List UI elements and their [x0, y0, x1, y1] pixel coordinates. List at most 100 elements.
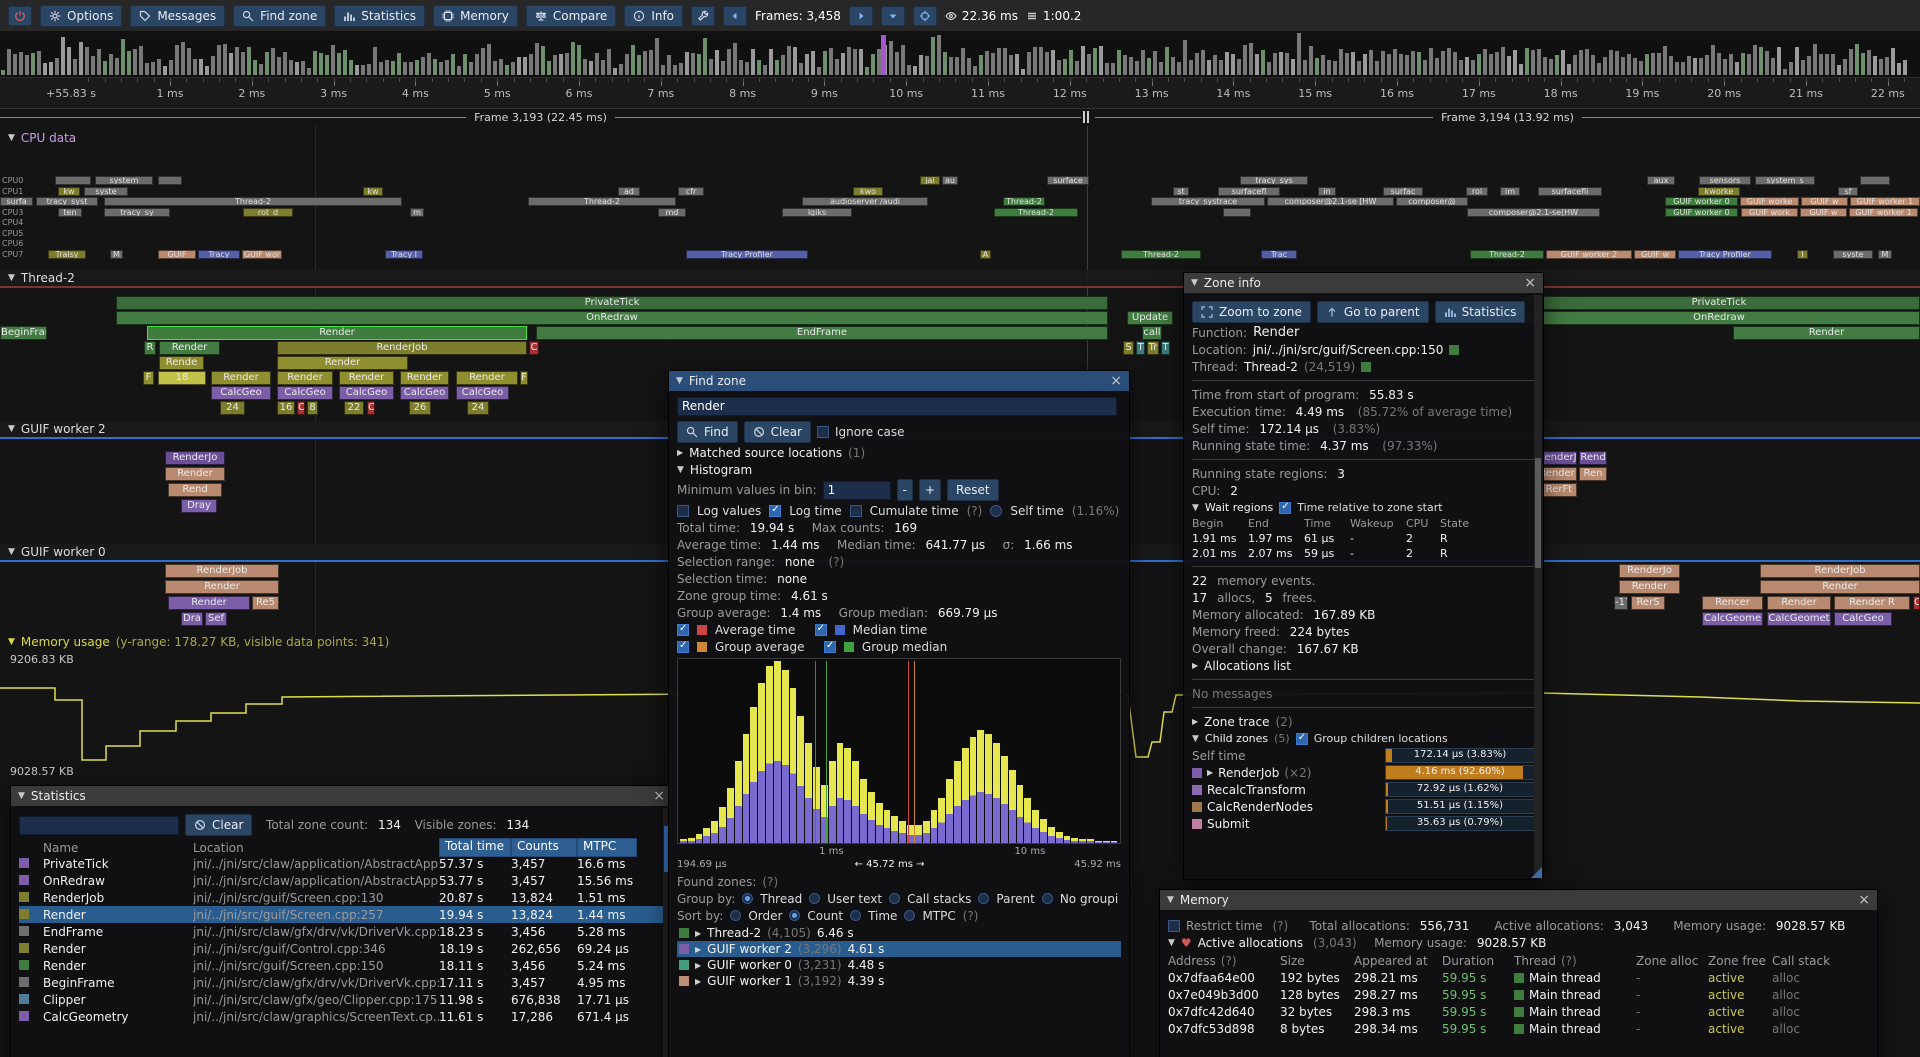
goto-frame-button[interactable] [912, 5, 937, 26]
group-by-parent[interactable] [978, 893, 990, 904]
sort-by-order[interactable] [730, 910, 742, 921]
timeline-zone[interactable]: T [1136, 341, 1145, 355]
table-row[interactable]: Render jni/../jni/src/guif/Screen.cpp:257… [19, 906, 664, 923]
child-zone-row[interactable]: RecalcTransform 72.92 µs (1.62%) [1192, 782, 1535, 797]
timeline-zone[interactable]: Render [1619, 580, 1680, 594]
cpu-zone[interactable] [55, 176, 91, 185]
memory-button[interactable]: Memory [433, 4, 518, 27]
cpu-zone[interactable]: Tracy I [385, 249, 423, 259]
cpu-zone[interactable] [1860, 176, 1890, 185]
cpu-zone[interactable]: Tracy Profiler [686, 249, 808, 259]
collapse-icon[interactable]: ▼ [1192, 502, 1199, 513]
expand-icon[interactable]: ▶ [1192, 661, 1199, 670]
expand-icon[interactable]: ▶ [695, 928, 702, 938]
timeline-zone[interactable]: Rencer [1702, 596, 1763, 610]
timeline-zone[interactable]: CalcGeomet [1767, 612, 1831, 626]
cpu-zone[interactable]: composer@2.1-se [HW [1267, 197, 1394, 206]
table-row[interactable]: PrivateTick jni/../jni/src/claw/applicati… [19, 855, 664, 872]
cpu-zone[interactable]: roi [1466, 186, 1488, 196]
child-zone-row[interactable]: Self time 172.14 µs (3.83%) [1192, 748, 1535, 763]
allocation-row[interactable]: 0x7dfc53d898 8 bytes 298.34 ms 59.95 s Main … [1168, 1020, 1869, 1037]
active-allocations-header[interactable]: ▼ ♥ Active allocations (3,043) Memory usag… [1168, 935, 1869, 950]
cpu-zone[interactable]: composer@ [1396, 197, 1468, 206]
cpu-zone[interactable]: audioserver /audi [802, 197, 928, 206]
timeline-zone[interactable]: 18 [158, 371, 206, 385]
collapse-icon[interactable]: ▼ [1192, 733, 1199, 744]
close-icon[interactable]: × [1110, 373, 1122, 389]
cpu-zone[interactable]: M [1878, 249, 1892, 259]
cpu-zone[interactable]: kwo [853, 186, 883, 196]
timeline-zone[interactable]: Render [277, 356, 408, 370]
cpu-zone[interactable]: GUIF w [1800, 207, 1847, 217]
timeline-zone[interactable]: Dra [181, 612, 203, 626]
frame-span[interactable]: Frame 3,194 (13.92 ms) [1095, 109, 1920, 125]
cpu-zone[interactable]: Trac [1261, 249, 1297, 259]
collapse-icon[interactable]: ▼ [8, 547, 15, 557]
timeline-zone[interactable]: CalcGeo [456, 386, 509, 400]
cpu-zone[interactable]: ad [618, 186, 640, 196]
statistics-button[interactable]: Statistics [1434, 301, 1526, 323]
info-button[interactable]: Info [624, 4, 684, 27]
increment-button[interactable]: + [918, 479, 942, 501]
cpu-zone[interactable]: GUIF worker 0 [1665, 197, 1738, 206]
child-zone-row[interactable]: ▶ RenderJob (×2) 4.16 ms (92.60%) [1192, 765, 1535, 780]
self-time-checkbox[interactable] [990, 504, 1003, 517]
cpu-zone[interactable]: Thread-2 [528, 197, 676, 206]
timeline-zone[interactable]: Render [1537, 467, 1577, 481]
timeline-zone[interactable]: EndFrame [536, 326, 1108, 340]
expand-icon[interactable]: ▶ [695, 976, 702, 986]
log-time-checkbox[interactable] [769, 504, 782, 517]
allocation-row[interactable]: 0x7dfaa64e00 192 bytes 298.21 ms 59.95 s Mai… [1168, 969, 1869, 986]
resize-grip[interactable] [1531, 867, 1542, 878]
timeline-zone[interactable]: RenderJob [1760, 564, 1920, 578]
timeline-zone[interactable]: Render [211, 371, 271, 385]
cpu-zone[interactable]: GUIF w [1801, 197, 1848, 206]
timeline-zone[interactable]: 16 [277, 401, 295, 415]
collapse-icon[interactable]: ▼ [1191, 278, 1198, 288]
clear-filter-button[interactable]: Clear [185, 814, 253, 836]
power-button[interactable] [8, 5, 32, 26]
sort-by-count[interactable] [789, 910, 801, 921]
group-by-user-text[interactable] [809, 893, 821, 904]
column-thread[interactable]: Thread (?) [1514, 954, 1636, 968]
tools-button[interactable] [691, 5, 716, 26]
cpu-zone[interactable]: GUIF worker 2 [1546, 249, 1632, 259]
cpu-zone[interactable]: surfa [0, 197, 33, 206]
timeline-zone[interactable]: Render [168, 596, 250, 610]
column-call-stack[interactable]: Call stack [1772, 954, 1869, 968]
collapse-icon[interactable]: ▼ [18, 791, 25, 801]
found-zone-group[interactable]: ▶ GUIF worker 0 (3,231) 4.48 s [677, 957, 1121, 973]
matched-source-locations[interactable]: ▶ Matched source locations (1) [677, 445, 1121, 460]
collapse-icon[interactable]: ▼ [8, 424, 15, 434]
scrollbar-thumb[interactable] [1535, 457, 1541, 568]
table-row[interactable]: BeginFrame jni/../jni/src/claw/gfx/drv/vk… [19, 974, 664, 991]
restrict-time-checkbox[interactable] [1168, 919, 1180, 932]
frame-time-graph[interactable] [0, 33, 1920, 78]
child-zones-header[interactable]: ▼ Child zones (5) Group children locations [1192, 731, 1535, 746]
timeline-zone[interactable]: C [1913, 596, 1920, 610]
group-by-no-groupi[interactable] [1041, 893, 1053, 904]
find-zone-search-input[interactable]: Render [677, 397, 1117, 416]
cpu-zone[interactable]: sf [1838, 186, 1858, 196]
group-median-checkbox[interactable] [823, 640, 836, 653]
cpu-zone[interactable]: GUIF wor [242, 249, 282, 259]
allocation-callstack[interactable]: alloc [1772, 970, 1800, 985]
collapse-icon[interactable]: ▼ [8, 133, 15, 143]
cpu-zone[interactable]: GUIF work [1741, 207, 1798, 217]
timeline-zone[interactable]: RerS [1631, 596, 1665, 610]
cumulate-time-checkbox[interactable] [849, 504, 862, 517]
cpu-zone[interactable]: Tracy [198, 249, 240, 259]
cpu-zone[interactable]: GUIF worke [1740, 197, 1799, 206]
histogram-plot[interactable] [677, 658, 1121, 844]
found-zone-group[interactable]: ▶ GUIF worker 2 (3,296) 4.61 s [677, 941, 1121, 957]
decrement-button[interactable]: - [896, 479, 913, 501]
time-relative-checkbox[interactable] [1279, 501, 1292, 514]
column-zone-free[interactable]: Zone free [1708, 954, 1772, 968]
table-row[interactable]: Render jni/../jni/src/guif/Screen.cpp:150… [19, 957, 664, 974]
timeline-zone[interactable]: CalcGeo [211, 386, 271, 400]
column-counts[interactable]: Counts [511, 838, 577, 857]
table-row[interactable]: RenderJob jni/../jni/src/guif/Screen.cpp:… [19, 889, 664, 906]
timeline-zone[interactable]: Dray [181, 499, 217, 513]
wait-column-end[interactable]: End [1248, 517, 1269, 530]
zone-info-window[interactable]: ▼ Zone info × Zoom to zone Go to parent St… [1183, 272, 1544, 880]
